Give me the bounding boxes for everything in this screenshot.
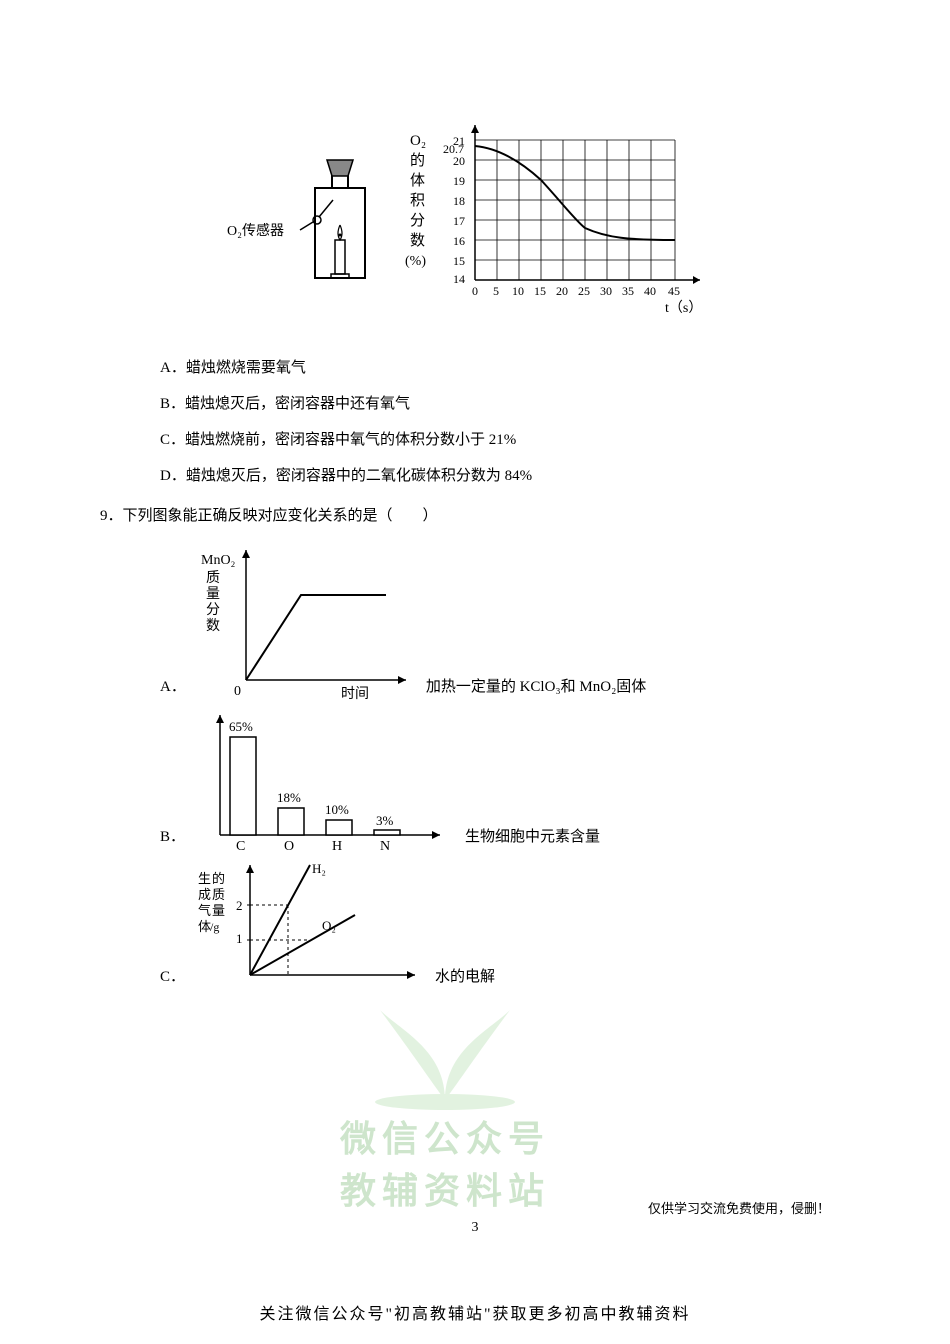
svg-text:45: 45 [668, 284, 680, 298]
svg-text:25: 25 [578, 284, 590, 298]
svg-text:/g: /g [210, 920, 219, 934]
svg-text:量: 量 [212, 903, 225, 918]
svg-text:O₂: O₂ [410, 133, 426, 149]
svg-text:的: 的 [410, 152, 425, 169]
figure-b-chart: 65% C 18% O 10% H 3% N [195, 710, 455, 850]
svg-text:10: 10 [512, 284, 524, 298]
svg-text:20: 20 [453, 154, 465, 168]
svg-text:0: 0 [472, 284, 478, 298]
svg-text:5: 5 [493, 284, 499, 298]
figure-b-caption: 生物细胞中元素含量 [465, 825, 600, 846]
bottle-diagram: O₂传感器 [225, 130, 385, 310]
svg-text:15: 15 [534, 284, 546, 298]
svg-text:数: 数 [410, 232, 425, 249]
svg-text:0: 0 [234, 684, 241, 699]
svg-text:10%: 10% [325, 802, 349, 817]
o2-chart: O₂ 的 体 积 分 数 (%) [395, 120, 725, 320]
svg-text:N: N [380, 839, 390, 850]
question-9: 9．下列图象能正确反映对应变化关系的是（ ） [100, 504, 850, 525]
svg-text:O: O [284, 839, 294, 850]
svg-text:分: 分 [410, 212, 425, 229]
svg-text:30: 30 [600, 284, 612, 298]
q8-options: A．蜡烛燃烧需要氧气 B．蜡烛熄灭后，密闭容器中还有氧气 C．蜡烛燃烧前，密闭容… [160, 350, 850, 494]
page-number: 3 [472, 1220, 479, 1236]
svg-text:15: 15 [453, 254, 465, 268]
svg-text:1: 1 [236, 931, 243, 946]
svg-text:14: 14 [453, 272, 465, 286]
svg-text:MnO₂: MnO₂ [201, 553, 236, 568]
svg-text:18%: 18% [277, 790, 301, 805]
disclaimer-text: 仅供学习交流免费使用，侵删！ [648, 1198, 830, 1217]
svg-text:生: 生 [198, 871, 211, 886]
svg-text:C: C [236, 839, 245, 850]
svg-text:16: 16 [453, 234, 465, 248]
option-a: A．蜡烛燃烧需要氧气 [160, 350, 850, 386]
figure-c-label: C． [160, 965, 185, 986]
svg-text:t（s）: t（s） [665, 300, 702, 316]
top-figure: O₂传感器 O₂ 的 体 积 分 [100, 120, 850, 320]
figure-b: B． 65% C 18% O 10% H 3% N 生 [160, 710, 850, 850]
option-d: D．蜡烛熄灭后，密闭容器中的二氧化碳体积分数为 84% [160, 458, 850, 494]
svg-text:体: 体 [410, 172, 425, 189]
figure-a: A． MnO₂ 质 量 分 数 0 时间 加热一定量的 KClO₃和 MnO₂固… [160, 540, 850, 700]
figure-a-label: A． [160, 675, 186, 696]
svg-text:65%: 65% [229, 719, 253, 734]
svg-text:H: H [332, 839, 342, 850]
footer-text: 关注微信公众号"初高教辅站"获取更多初高中教辅资料 [259, 1300, 690, 1324]
svg-text:成: 成 [198, 887, 211, 902]
svg-text:量: 量 [206, 586, 220, 602]
svg-text:质: 质 [212, 887, 225, 902]
svg-text:数: 数 [206, 618, 220, 634]
svg-text:气: 气 [198, 903, 211, 918]
figure-b-label: B． [160, 825, 185, 846]
svg-text:分: 分 [206, 602, 220, 618]
svg-text:35: 35 [622, 284, 634, 298]
svg-text:2: 2 [236, 898, 243, 913]
svg-text:质: 质 [206, 570, 220, 586]
option-c: C．蜡烛燃烧前，密闭容器中氧气的体积分数小于 21% [160, 422, 850, 458]
svg-text:O₂: O₂ [322, 918, 336, 933]
svg-text:的: 的 [212, 871, 225, 886]
option-b: B．蜡烛熄灭后，密闭容器中还有氧气 [160, 386, 850, 422]
figure-a-chart: MnO₂ 质 量 分 数 0 时间 [196, 540, 416, 700]
sensor-label: O₂传感器 [227, 222, 284, 239]
watermark-leaf-icon [330, 960, 560, 1110]
svg-text:20: 20 [556, 284, 568, 298]
svg-text:40: 40 [644, 284, 656, 298]
figure-a-caption: 加热一定量的 KClO₃和 MnO₂固体 [426, 675, 646, 696]
svg-text:(%): (%) [405, 254, 426, 269]
svg-text:19: 19 [453, 174, 465, 188]
watermark-text: 微信公众号 教辅资料站 [340, 1110, 550, 1214]
svg-text:3%: 3% [376, 813, 394, 828]
svg-text:17: 17 [453, 214, 465, 228]
svg-text:H₂: H₂ [312, 861, 326, 876]
svg-text:积: 积 [410, 192, 425, 209]
svg-text:时间: 时间 [341, 686, 369, 700]
svg-text:18: 18 [453, 194, 465, 208]
